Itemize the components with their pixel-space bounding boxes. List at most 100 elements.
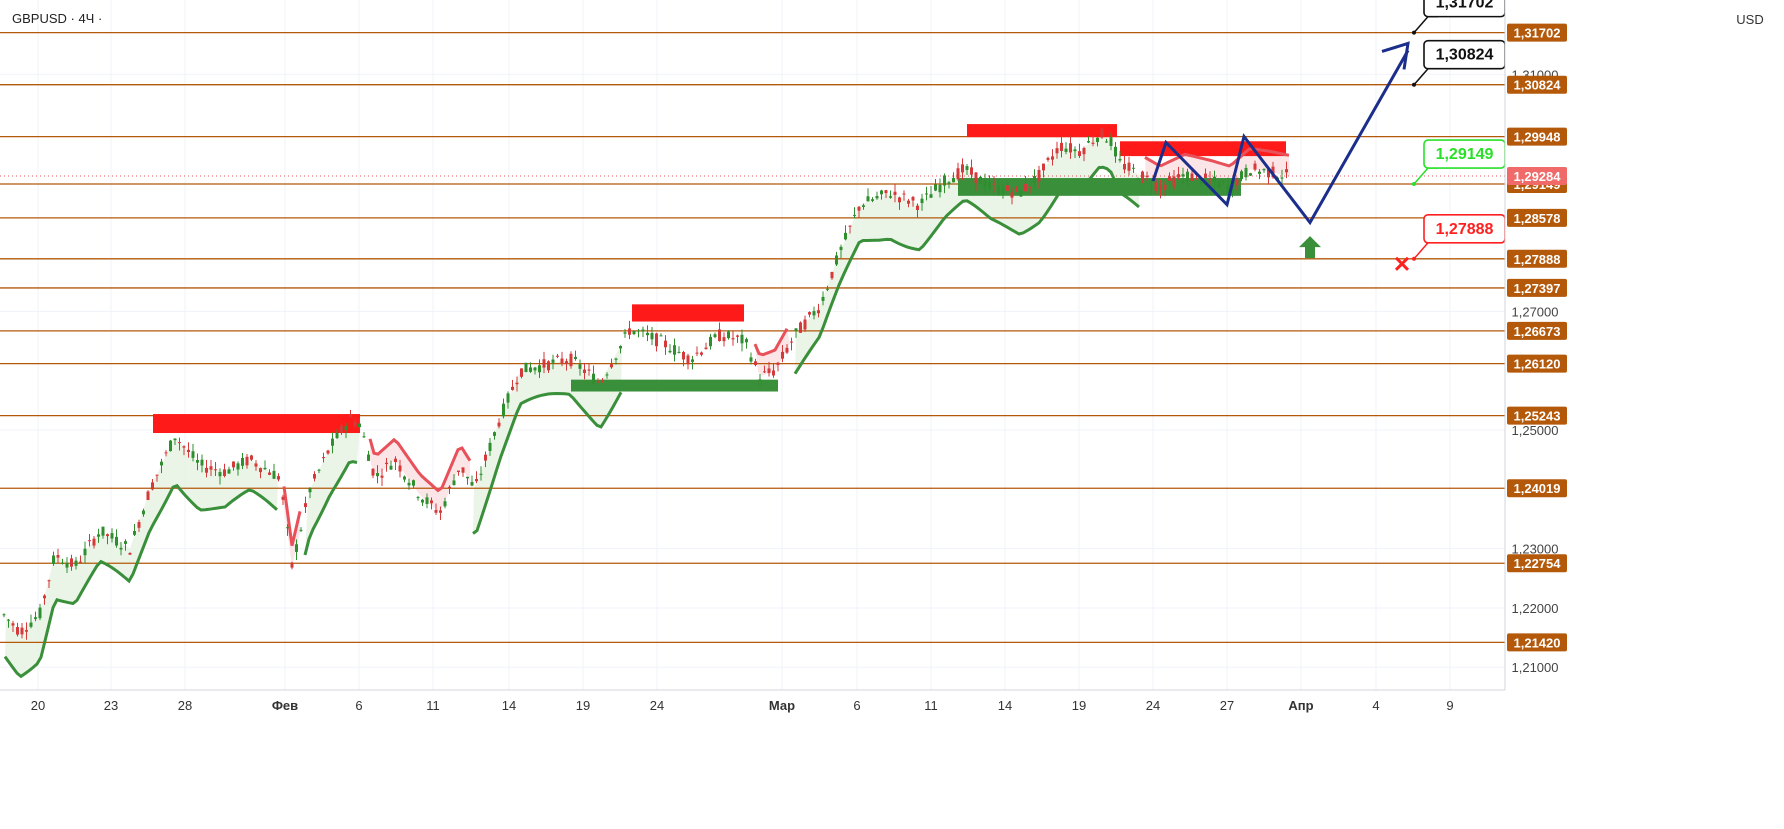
candle-body — [713, 334, 717, 338]
candle-body — [461, 467, 465, 473]
candle-body — [1226, 184, 1230, 192]
candle-body — [124, 541, 127, 544]
price-axis-tick-label: 1,27000 — [1512, 304, 1559, 319]
candle-body — [2, 614, 6, 616]
candle-body — [1285, 169, 1288, 173]
candle-body — [110, 533, 114, 539]
candle-body — [97, 534, 100, 537]
level-price-tag — [1507, 208, 1567, 227]
downtrend-resistance-line — [282, 486, 302, 547]
uptrend-fill — [5, 438, 278, 677]
time-axis[interactable]: 20 23 28 Фев 6 11 14 19 24 Мар 6 11 14 19 24 27 Апр 4 9 — [0, 689, 1505, 824]
candle-body — [434, 509, 438, 513]
zones — [153, 124, 1286, 434]
candle-body — [128, 552, 132, 555]
time-axis-tick-label: 6 — [355, 698, 362, 713]
candle-body — [475, 479, 478, 482]
candle-body — [736, 335, 739, 337]
candle-body — [929, 194, 933, 198]
price-axis[interactable]: 1,210001,220001,230001,250001,270001,310… — [1504, 0, 1784, 824]
candle-body — [623, 332, 627, 334]
callout-anchor-dot — [1412, 82, 1416, 87]
candle-body — [547, 361, 550, 371]
candle-body — [637, 330, 640, 332]
candle-body — [758, 379, 762, 382]
symbol-header: GBPUSD · 4Ч · — [12, 11, 102, 26]
candle-body — [34, 617, 37, 619]
candle-body — [1190, 173, 1194, 182]
candle-body — [1267, 169, 1270, 178]
candle-body — [389, 465, 393, 470]
long-entry-arrow-icon — [1299, 236, 1321, 259]
candle-body — [1249, 173, 1252, 176]
candle-body — [281, 496, 285, 500]
candle-body — [295, 544, 298, 552]
candle-body — [1109, 137, 1113, 146]
candle-body — [898, 197, 901, 203]
candle-body — [583, 369, 586, 374]
candle-body — [803, 319, 807, 330]
candle-body — [1217, 181, 1221, 188]
candle-body — [731, 338, 735, 340]
time-axis-tick-label: 19 — [576, 698, 590, 713]
candle-body — [263, 467, 267, 470]
level-lines — [0, 31, 1505, 643]
candle-body — [596, 381, 600, 383]
candle-body — [191, 451, 195, 458]
candle-body — [916, 205, 919, 211]
candle-body — [290, 562, 294, 568]
candle-body — [718, 329, 721, 342]
candle-body — [272, 470, 276, 479]
candle-body — [727, 331, 730, 339]
candle-body — [380, 475, 384, 478]
candle-body — [515, 382, 519, 385]
level-price-tag-label: 1,31702 — [1514, 26, 1561, 41]
candle-body — [767, 368, 771, 374]
candle-body — [1150, 186, 1153, 188]
price-axis-tick-label: 1,23000 — [1512, 542, 1559, 557]
candle-body — [1141, 171, 1144, 182]
support-zone — [571, 379, 778, 392]
candle-body — [1258, 171, 1261, 174]
candle-body — [569, 353, 573, 367]
candle-body — [686, 355, 690, 365]
candle-body — [695, 352, 699, 354]
candle-body — [457, 470, 460, 473]
candle-body — [1118, 158, 1122, 161]
candle-body — [794, 328, 798, 331]
price-callouts: 1,31702 1,30824 1,29149 1,27888 — [1394, 0, 1506, 271]
candle-body — [992, 183, 996, 185]
current-price-tag-label: 1,29284 — [1514, 169, 1562, 184]
candle-body — [1168, 176, 1171, 181]
candle-body — [943, 175, 946, 186]
candle-body — [997, 185, 1000, 194]
candle-body — [254, 463, 258, 467]
candle-body — [538, 365, 541, 373]
candle-body — [817, 310, 820, 314]
candle-body — [605, 374, 609, 376]
candle-body — [871, 199, 874, 201]
level-price-tag — [1507, 633, 1567, 652]
candle-body — [160, 461, 163, 466]
time-axis-tick-label: 28 — [178, 698, 192, 713]
candle-body — [799, 322, 802, 333]
price-axis-tick-label: 1,21000 — [1512, 660, 1559, 675]
callout-anchor-dot — [1412, 182, 1416, 187]
candle-body — [511, 386, 514, 390]
price-axis-tick-label: 1,25000 — [1512, 423, 1559, 438]
time-axis-tick-label: 24 — [650, 698, 664, 713]
candle-body — [1078, 151, 1081, 156]
candle-body — [785, 347, 789, 353]
candle-body — [340, 425, 343, 433]
time-axis-background — [0, 690, 1505, 824]
price-axis-tick-label: 1,22000 — [1512, 601, 1559, 616]
current-price-tag — [1507, 167, 1567, 186]
candle-body — [155, 474, 159, 476]
candle-body — [862, 205, 865, 207]
level-price-tag-label: 1,22754 — [1514, 556, 1562, 571]
candle-body — [470, 481, 474, 486]
candle-body — [857, 206, 861, 211]
candle-body — [313, 473, 316, 479]
candle-body — [700, 352, 703, 355]
